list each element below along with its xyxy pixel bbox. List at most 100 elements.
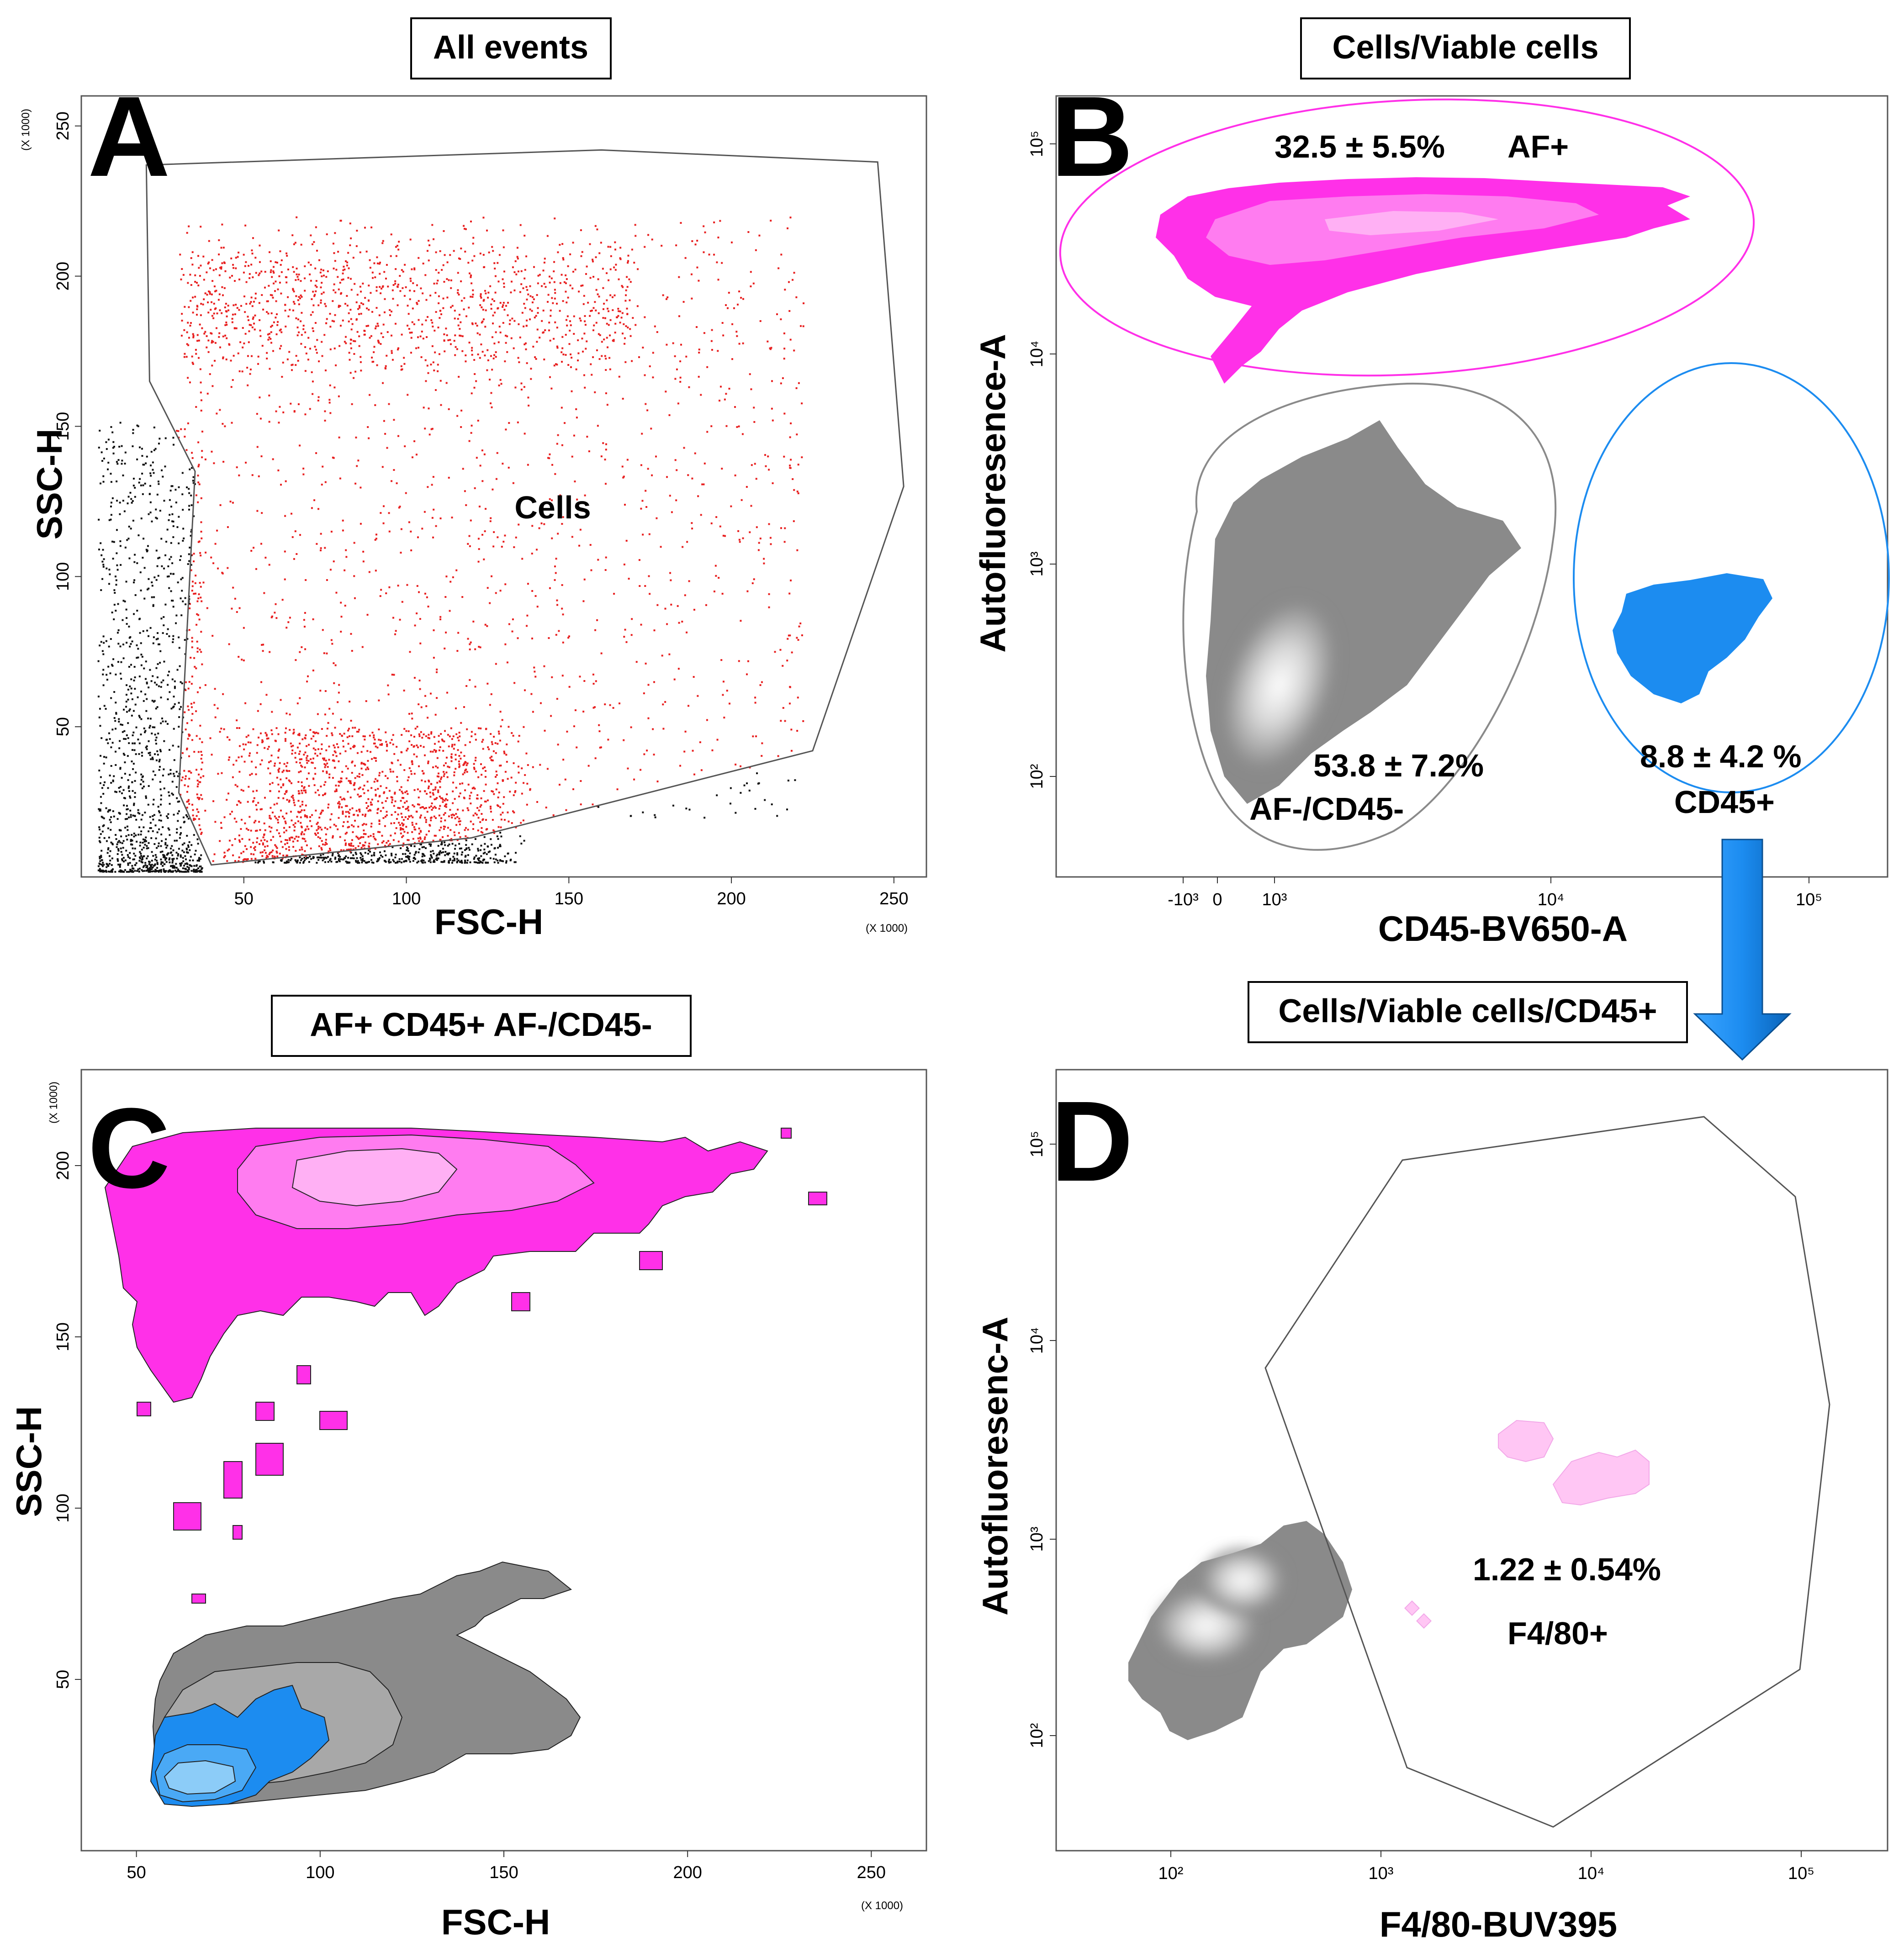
cells-event-dot <box>735 763 737 765</box>
cells-event-dot <box>415 347 418 349</box>
cells-event-dot <box>254 297 257 300</box>
cells-event-dot <box>609 334 611 337</box>
cells-event-dot <box>759 538 762 540</box>
cells-event-dot <box>338 817 340 819</box>
debris-event-dot <box>168 519 170 521</box>
cells-event-dot <box>405 730 407 732</box>
cells-event-dot <box>413 842 416 844</box>
cells-event-dot <box>741 433 744 435</box>
debris-event-dot <box>477 857 480 860</box>
debris-event-dot <box>160 845 162 847</box>
cells-event-dot <box>378 342 380 344</box>
debris-event-dot <box>98 769 100 771</box>
cells-event-dot <box>337 802 339 804</box>
cells-event-dot <box>567 296 569 299</box>
cells-event-dot <box>342 272 344 274</box>
debris-event-dot <box>483 836 486 838</box>
cells-event-dot <box>506 760 508 763</box>
debris-event-dot <box>163 740 165 742</box>
cells-event-dot <box>333 560 335 563</box>
debris-event-dot <box>135 834 137 836</box>
cells-event-dot <box>422 292 424 295</box>
cells-event-dot <box>550 715 552 717</box>
debris-event-dot <box>163 856 165 858</box>
cells-event-dot <box>475 757 477 759</box>
cells-event-dot <box>263 834 265 836</box>
cells-event-dot <box>275 280 277 283</box>
cells-event-dot <box>441 269 443 271</box>
cells-event-dot <box>579 676 581 678</box>
cells-event-dot <box>753 406 755 409</box>
cells-event-dot <box>307 337 310 339</box>
debris-event-dot <box>136 609 138 612</box>
cells-event-dot <box>469 643 471 645</box>
debris-event-dot <box>162 475 164 478</box>
cells-event-dot <box>222 460 225 463</box>
cells-event-dot <box>221 286 223 288</box>
debris-event-dot <box>287 859 290 861</box>
debris-event-dot <box>442 861 444 863</box>
debris-event-dot <box>116 500 118 502</box>
cells-event-dot <box>646 409 649 412</box>
debris-event-dot <box>424 847 427 850</box>
debris-event-dot <box>126 839 128 841</box>
cells-event-dot <box>447 734 449 736</box>
cells-event-dot <box>443 775 445 777</box>
cells-event-dot <box>407 305 409 307</box>
cells-event-dot <box>797 639 799 641</box>
debris-event-dot <box>119 869 122 871</box>
cells-event-dot <box>277 288 279 290</box>
debris-event-dot <box>150 837 153 839</box>
cells-event-dot <box>227 759 230 761</box>
cells-event-dot <box>488 251 490 253</box>
debris-event-dot <box>168 587 170 589</box>
cells-event-dot <box>688 705 690 707</box>
cells-event-dot <box>370 292 372 294</box>
debris-event-dot <box>140 589 142 591</box>
cells-event-dot <box>187 800 190 802</box>
cells-event-dot <box>290 811 292 813</box>
cells-event-dot <box>187 322 189 324</box>
debris-event-dot <box>128 625 130 628</box>
debris-event-dot <box>324 861 327 863</box>
debris-event-dot <box>325 857 328 859</box>
cells-event-dot <box>444 819 446 822</box>
cells-event-dot <box>719 220 721 222</box>
cells-event-dot <box>432 766 434 769</box>
debris-event-dot <box>148 842 150 844</box>
debris-event-dot <box>397 861 399 864</box>
cells-event-dot <box>246 859 248 861</box>
cells-event-dot <box>244 744 247 746</box>
cells-event-dot <box>544 729 546 732</box>
debris-event-dot <box>129 797 132 799</box>
debris-event-dot <box>398 860 401 863</box>
cells-event-dot <box>470 276 472 278</box>
cells-event-dot <box>231 607 233 610</box>
debris-event-dot <box>301 858 303 860</box>
cells-event-dot <box>270 616 273 618</box>
cells-event-dot <box>474 686 476 688</box>
cells-event-dot <box>499 302 502 304</box>
cells-event-dot <box>333 289 335 291</box>
cells-event-dot <box>586 340 588 343</box>
cells-event-dot <box>321 849 323 851</box>
cells-event-dot <box>362 844 364 846</box>
cells-event-dot <box>418 833 420 835</box>
cells-event-dot <box>543 359 545 361</box>
cells-event-dot <box>537 274 539 277</box>
cells-event-dot <box>250 301 252 303</box>
cells-event-dot <box>371 271 374 274</box>
cells-event-dot <box>537 307 539 309</box>
debris-event-dot <box>153 426 155 428</box>
cells-event-dot <box>679 360 682 363</box>
debris-event-dot <box>406 846 408 849</box>
debris-event-dot <box>145 866 148 868</box>
cells-event-dot <box>719 400 721 402</box>
debris-event-dot <box>190 504 193 507</box>
cells-event-dot <box>288 770 291 772</box>
cells-event-dot <box>688 386 690 388</box>
cells-event-dot <box>509 319 511 322</box>
debris-event-dot <box>99 860 101 862</box>
cells-event-dot <box>329 412 332 414</box>
debris-event-dot <box>153 472 155 474</box>
